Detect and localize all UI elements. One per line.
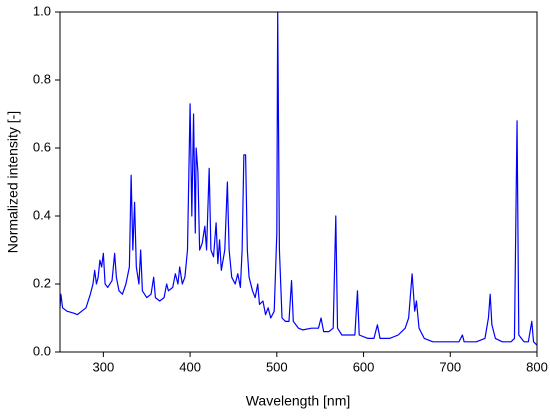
x-tick-label: 400 [179,359,201,374]
x-tick-label: 300 [93,359,115,374]
x-tick-label: 800 [526,359,548,374]
plot-frame [59,11,538,353]
x-tick-label: 600 [353,359,375,374]
spectrum-line [59,11,538,346]
y-tick-label: 0.8 [33,71,51,86]
y-tick-label: 0.0 [33,343,51,358]
y-axis-title: Normalized intensity [-] [5,111,21,253]
y-tick-label: 0.6 [33,139,51,154]
x-axis-title: Wavelength [nm] [246,393,351,409]
x-tick-label: 700 [439,359,461,374]
y-tick-label: 0.4 [33,207,51,222]
y-tick-label: 0.2 [33,275,51,290]
y-tick-label: 1.0 [33,3,51,18]
x-tick-label: 500 [266,359,288,374]
